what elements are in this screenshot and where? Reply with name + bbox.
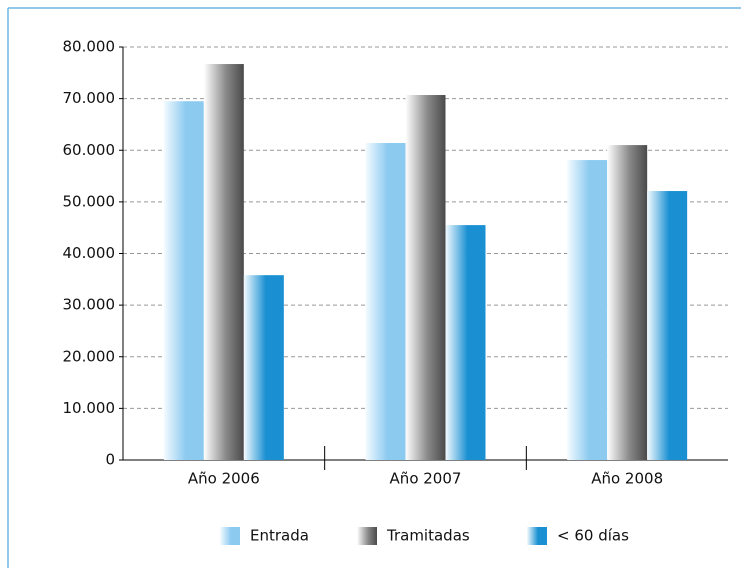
bar xyxy=(365,143,406,460)
bar xyxy=(607,145,648,460)
legend-label: Tramitadas xyxy=(386,527,470,545)
bar xyxy=(243,275,284,460)
y-tick-label: 50.000 xyxy=(63,192,116,210)
bar xyxy=(163,101,204,461)
legend-swatch xyxy=(357,527,377,545)
bar xyxy=(405,95,446,460)
y-tick-label: 70.000 xyxy=(63,89,116,107)
x-tick-label: Año 2007 xyxy=(390,470,462,488)
x-tick-label: Año 2006 xyxy=(188,470,260,488)
y-tick-label: 40.000 xyxy=(63,244,116,262)
bar xyxy=(203,64,244,460)
bar xyxy=(647,191,688,460)
y-tick-label: 20.000 xyxy=(63,347,116,365)
legend-swatch xyxy=(220,527,240,545)
bar xyxy=(567,160,608,460)
legend-label: < 60 días xyxy=(557,527,629,545)
legend-swatch xyxy=(527,527,547,545)
y-tick-label: 0 xyxy=(105,451,115,469)
y-tick-label: 10.000 xyxy=(63,399,116,417)
legend-label: Entrada xyxy=(250,527,309,545)
y-tick-label: 80.000 xyxy=(63,38,116,56)
y-tick-label: 30.000 xyxy=(63,296,116,314)
y-tick-label: 60.000 xyxy=(63,141,116,159)
x-tick-label: Año 2008 xyxy=(591,470,663,488)
bar xyxy=(445,225,486,460)
